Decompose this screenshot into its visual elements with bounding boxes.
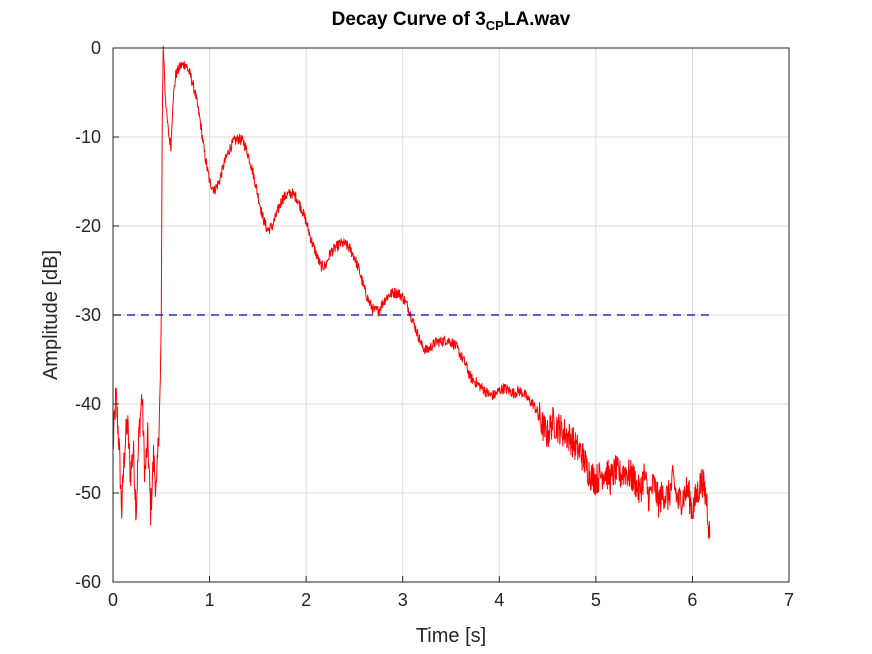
y-tick-label: -20 (75, 216, 101, 236)
chart-title-main: Decay Curve of 3 (332, 9, 486, 30)
x-tick-label: 6 (687, 590, 697, 610)
y-tick-label: -30 (75, 305, 101, 325)
x-tick-label: 1 (205, 590, 215, 610)
chart-title-subscript: CP (486, 18, 504, 33)
y-tick-label: -60 (75, 572, 101, 592)
x-tick-label: 4 (494, 590, 504, 610)
x-tick-label: 5 (591, 590, 601, 610)
y-tick-label: 0 (91, 38, 101, 58)
ticks: 0 1 2 3 4 5 6 7 0 -10 -20 -30 -40 -50 -60 (75, 38, 794, 610)
x-tick-label: 0 (108, 590, 118, 610)
series-layer (112, 45, 711, 540)
chart-title: Decay Curve of 3CPLA.wav (332, 9, 571, 33)
chart-title-suffix: LA.wav (504, 9, 571, 30)
x-tick-label: 7 (784, 590, 794, 610)
y-tick-label: -10 (75, 127, 101, 147)
x-tick-label: 2 (301, 590, 311, 610)
x-tick-label: 3 (398, 590, 408, 610)
y-tick-label: -50 (75, 483, 101, 503)
y-tick-label: -40 (75, 394, 101, 414)
decay-curve-line (112, 45, 711, 540)
y-axis-label: Amplitude [dB] (40, 250, 62, 380)
x-axis-label: Time [s] (416, 625, 486, 647)
